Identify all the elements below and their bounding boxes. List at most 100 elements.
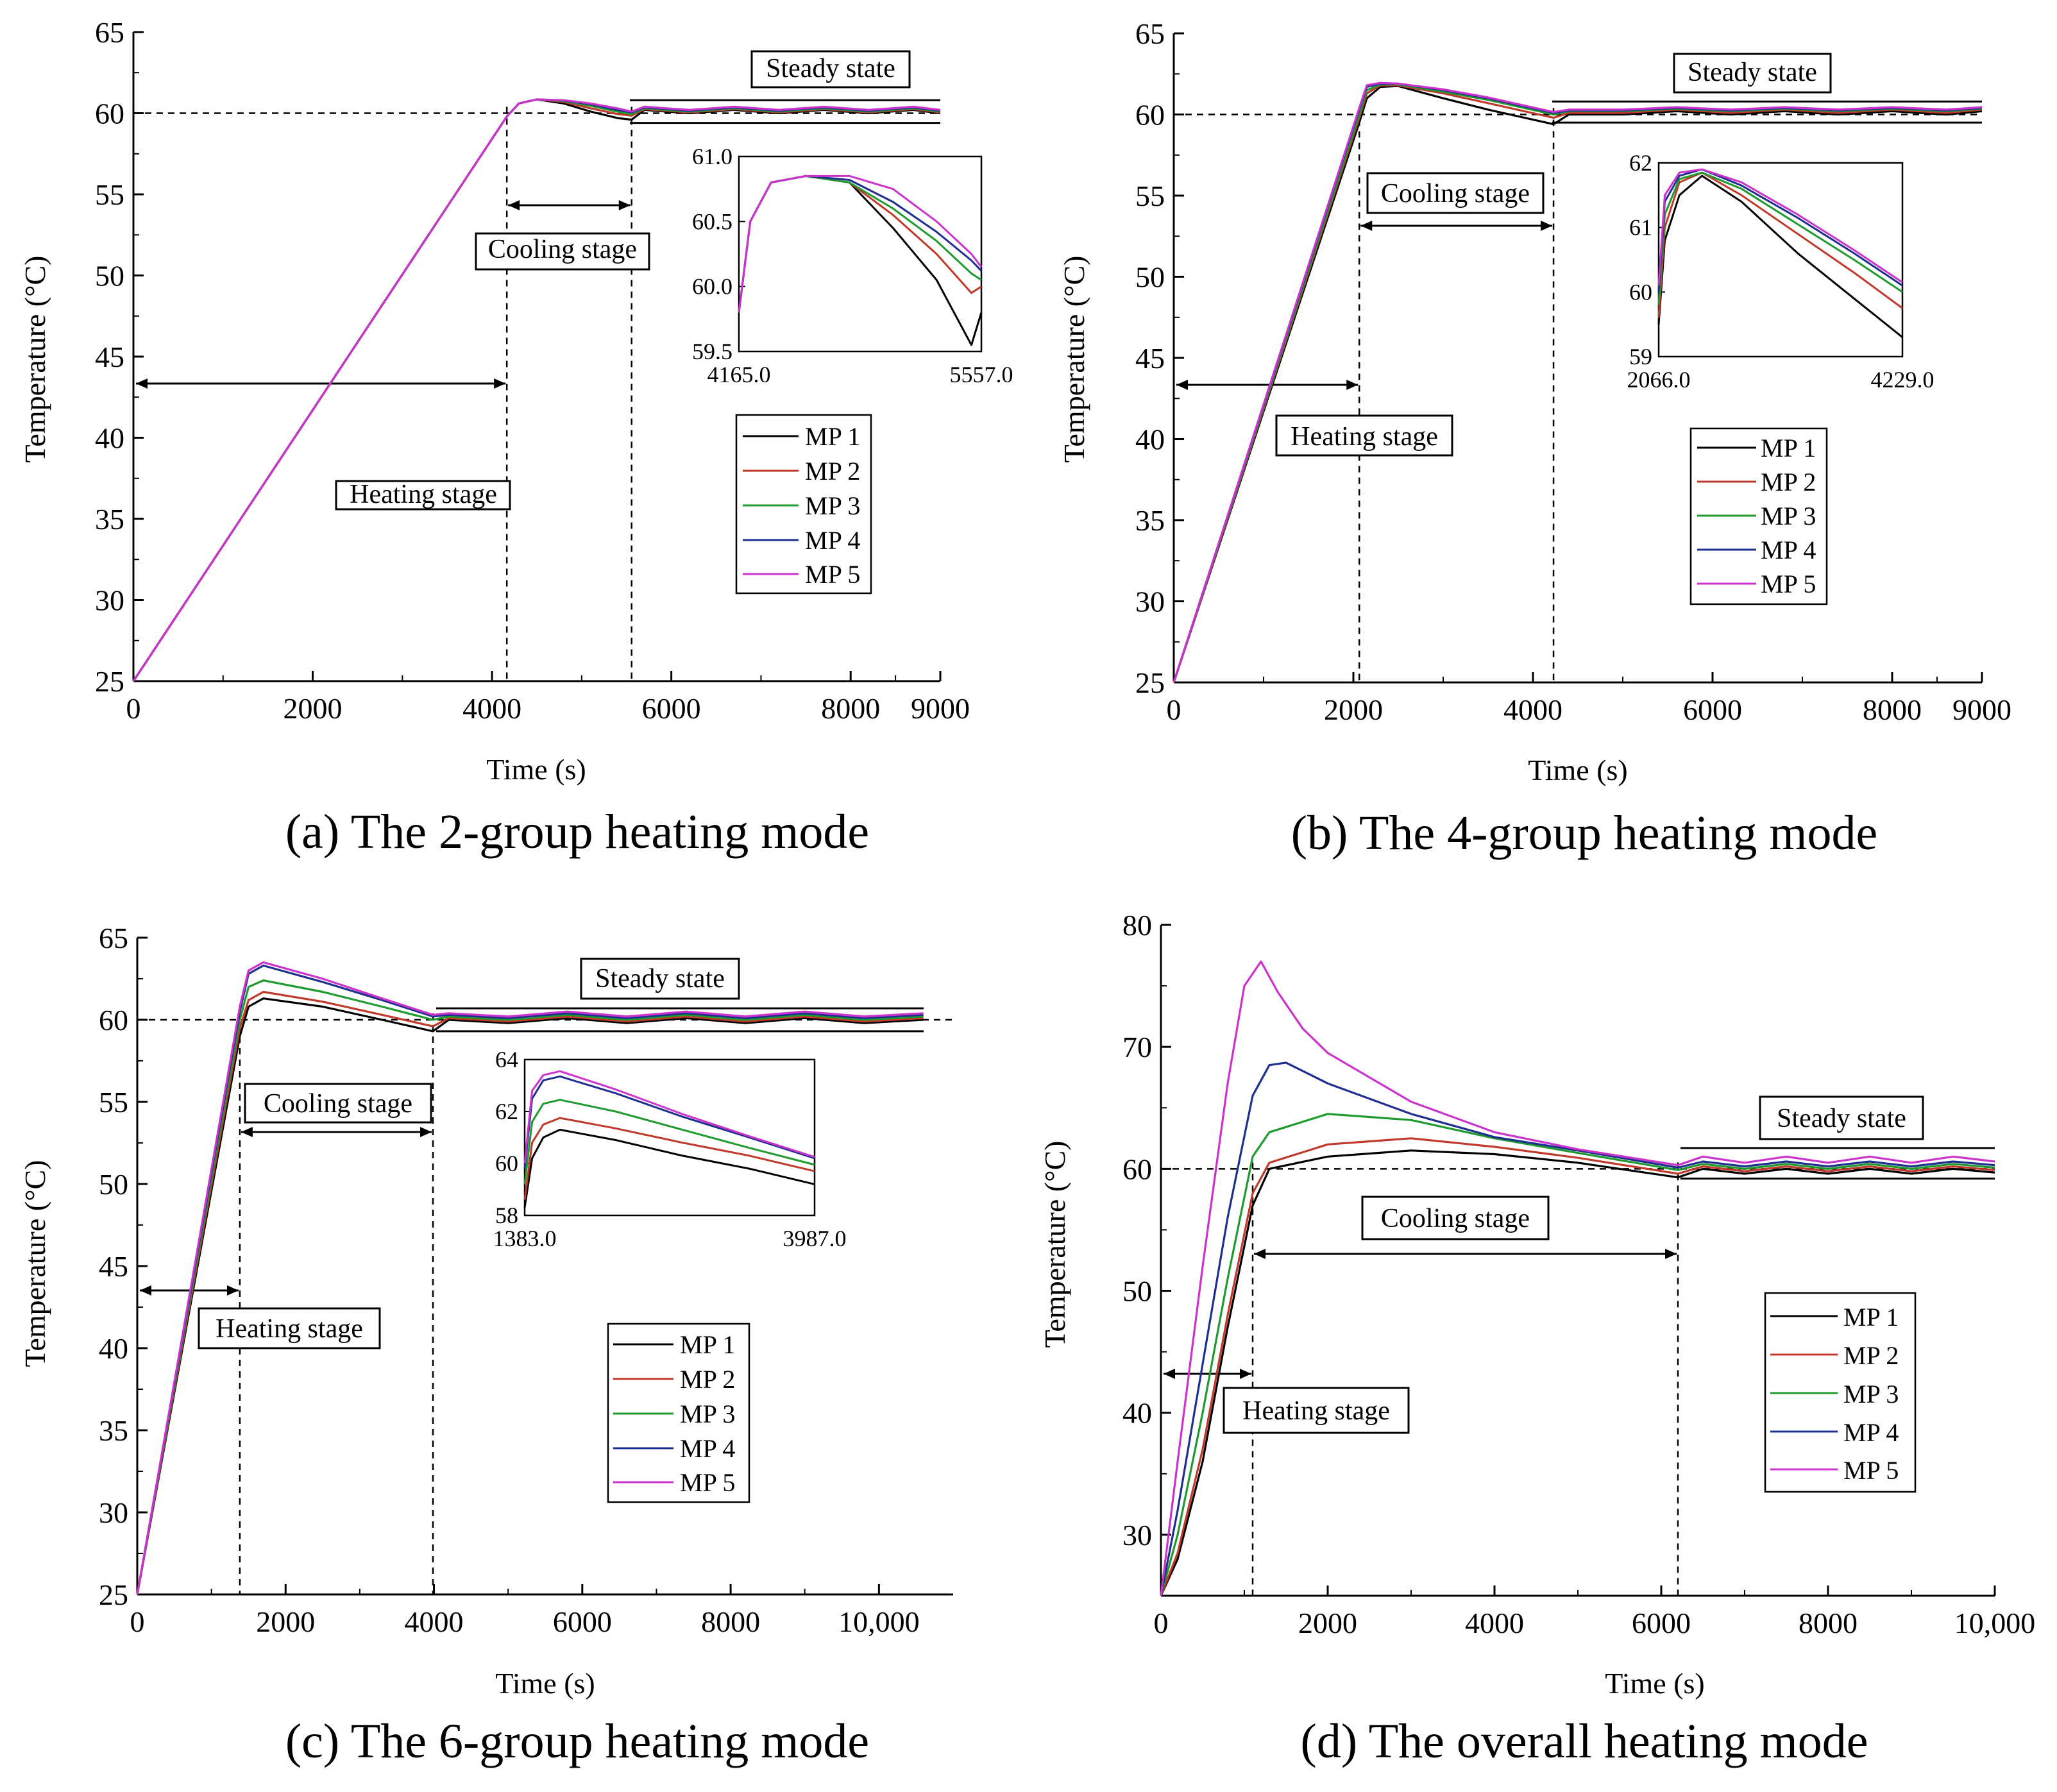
panel-a: 25 30 35 40 45 50 55 60 65 0 2000 4000 6000 8000 9000 5…	[19, 16, 1013, 859]
inset-series-line-mp1	[523, 1128, 815, 1208]
panel-b-x-axis-title: Time (s)	[1528, 754, 1628, 786]
y-tick-label: 65	[1135, 17, 1165, 50]
panel-b-legend: MP 1 MP 2 MP 3 MP 4 MP 5	[1689, 427, 1828, 605]
series-line-mp5	[1160, 960, 1995, 1596]
x-tick-label: 2000	[256, 1605, 315, 1638]
y-tick-label: 60	[95, 97, 124, 130]
panel-b-heating-label-box	[1275, 414, 1453, 457]
x-tick-label: 6000	[1683, 693, 1742, 726]
y-tick-label: 30	[99, 1496, 128, 1529]
y-tick-label: 30	[95, 584, 124, 617]
inset-series-line-mp2	[523, 1117, 815, 1200]
arrow-head	[1346, 380, 1359, 390]
x-tick-label: 4000	[405, 1605, 464, 1638]
legend-label: MP 5	[1843, 1456, 1899, 1485]
arrow-head	[1360, 221, 1373, 231]
series-line-mp4	[1160, 1061, 1995, 1596]
inset-x-tick-label: 4165.0	[707, 362, 771, 387]
legend-label: MP 1	[805, 422, 860, 451]
arrow-head	[226, 1285, 239, 1296]
y-tick-label: 55	[1135, 180, 1165, 212]
inset-series-line-mp2	[1657, 171, 1903, 318]
panel-a-heating-stage-label: Heating stage	[350, 480, 497, 509]
inset-chart: 59.5 60.0 60.5 61.0 4165.0 5557.0	[692, 144, 1013, 387]
x-tick-label: 0	[130, 1605, 145, 1638]
y-tick-label: 35	[99, 1414, 128, 1447]
series-line-mp1	[1172, 85, 1983, 683]
inset-x-tick-label: 2066.0	[1627, 367, 1691, 393]
inset-series-line-mp4	[523, 1075, 815, 1169]
panel-d-legend: MP 1 MP 2 MP 3 MP 4 MP 5	[1764, 1292, 1917, 1493]
inset-y-tick-label: 62	[495, 1099, 518, 1124]
panel-a-steady-state-label: Steady state	[766, 54, 895, 83]
legend-label: MP 3	[1761, 502, 1816, 530]
legend-label: MP 4	[1843, 1418, 1899, 1447]
arrow-head	[508, 200, 520, 210]
x-tick-label: 4000	[1465, 1607, 1524, 1639]
panel-d-steady-state-label: Steady state	[1777, 1104, 1906, 1133]
legend-label: MP 2	[805, 457, 860, 486]
series-line-mp5	[136, 961, 924, 1595]
x-tick-label: 2000	[1298, 1607, 1357, 1639]
y-tick-label: 60	[1122, 1153, 1152, 1185]
x-tick-label: 2000	[284, 692, 343, 725]
panel-c-caption: (c) The 6-group heating mode	[285, 1714, 869, 1768]
y-tick-label: 30	[1135, 586, 1165, 618]
legend-label: MP 3	[805, 491, 860, 520]
panel-c-steady-state-label: Steady state	[595, 964, 725, 993]
inset-y-tick-label: 59	[1629, 344, 1652, 369]
series-line-mp2	[1172, 84, 1983, 683]
legend-label: MP 4	[680, 1434, 735, 1463]
inset-y-tick-label: 60.5	[692, 208, 732, 234]
y-tick-label: 50	[99, 1168, 128, 1201]
legend-label: MP 2	[1761, 468, 1816, 496]
y-tick-label: 60	[99, 1004, 128, 1036]
x-tick-label: 9000	[1952, 693, 2011, 726]
series-line-mp4	[136, 964, 924, 1595]
panel-b-steady-label-box	[1673, 53, 1832, 94]
panel-c-y-axis-title: Temperature (°C)	[19, 1160, 51, 1367]
legend-label: MP 2	[680, 1365, 735, 1394]
inset-chart: 58 60 62 64 1383.0 3987.0	[493, 1047, 847, 1251]
inset-y-tick-label: 61	[1629, 215, 1652, 241]
legend-label: MP 3	[680, 1399, 735, 1428]
panel-c-cooling-stage-label: Cooling stage	[264, 1089, 412, 1119]
panel-d-cooling-stage-label: Cooling stage	[1381, 1204, 1530, 1233]
y-tick-label: 45	[1135, 342, 1165, 375]
panel-c-content: 25 30 35 40 45 50 55 60 65 0 2000 4000 6000 8000 10,00…	[99, 922, 953, 1638]
y-tick-label: 45	[99, 1250, 128, 1283]
inset-x-tick-label: 3987.0	[783, 1226, 847, 1251]
panel-b-content: 25 30 35 40 45 50 55 60 65 0 2000 4000 6000 8000 9000 5…	[1135, 17, 2011, 726]
arrow-head	[1240, 1369, 1251, 1379]
panel-b: 25 30 35 40 45 50 55 60 65 0 2000 4000 6000 8000 9000 5…	[1058, 17, 2011, 860]
arrow-head	[1164, 1369, 1175, 1379]
y-tick-label: 30	[1122, 1519, 1152, 1551]
series-line-mp5	[1172, 81, 1983, 683]
panel-c-cooling-label-box	[244, 1083, 432, 1124]
y-tick-label: 70	[1122, 1031, 1152, 1063]
panel-b-heating-stage-label: Heating stage	[1291, 422, 1438, 452]
x-tick-label: 6000	[553, 1605, 612, 1638]
y-tick-label: 45	[95, 341, 124, 373]
panel-d-content: 30 40 50 60 70 80 0 2000 4000 6000 8000 10,000	[1122, 909, 2035, 1639]
panel-c-legend: MP 1 MP 2 MP 3 MP 4 MP 5	[607, 1323, 750, 1503]
x-tick-label: 8000	[1799, 1607, 1858, 1639]
series-line-mp3	[1160, 1113, 1995, 1596]
panel-a-cooling-label-box	[475, 232, 650, 271]
arrow-head	[420, 1127, 432, 1137]
panel-d-heating-stage-label: Heating stage	[1242, 1396, 1390, 1426]
legend-label: MP 5	[1761, 570, 1816, 598]
panel-c-steady-label-box	[580, 958, 740, 1000]
inset-series-line-mp3	[523, 1099, 815, 1185]
x-tick-label: 6000	[642, 692, 701, 725]
panel-a-x-axis-title: Time (s)	[486, 753, 586, 786]
inset-y-tick-label: 62	[1629, 150, 1652, 176]
panel-c-heating-stage-label: Heating stage	[216, 1314, 363, 1344]
inset-chart: 59 60 61 62 2066.0 4229.0	[1627, 150, 1934, 393]
panel-c: 25 30 35 40 45 50 55 60 65 0 2000 4000 6000 8000 10,00…	[19, 922, 953, 1768]
panel-d-steady-label-box	[1759, 1095, 1924, 1140]
panel-c-x-axis-title: Time (s)	[495, 1667, 595, 1700]
y-tick-label: 65	[99, 922, 128, 954]
legend-label: MP 2	[1843, 1341, 1899, 1370]
